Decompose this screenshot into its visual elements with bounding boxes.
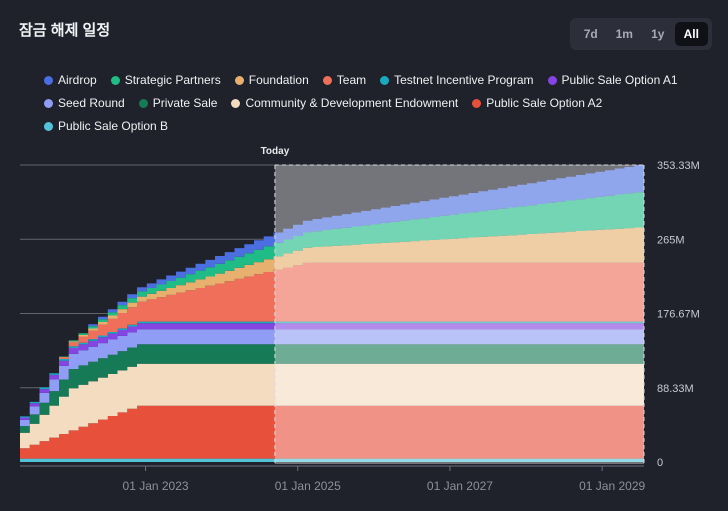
future-overlay: Today — [261, 146, 645, 466]
chart-series-areas — [20, 165, 644, 462]
legend-dot-icon — [44, 121, 53, 131]
range-7d-button[interactable]: 7d — [583, 27, 598, 41]
legend-label: Airdrop — [58, 73, 97, 87]
legend-item-testnet-incentive-program[interactable]: Testnet Incentive Program — [380, 72, 534, 88]
range-all-button[interactable]: All — [674, 22, 708, 46]
legend-dot-icon — [44, 98, 53, 108]
time-range-selector: 7d 1m 1y All — [570, 18, 712, 50]
legend-label: Strategic Partners — [124, 73, 221, 87]
legend-dot-icon — [231, 98, 241, 108]
legend-label: Community & Development Endowment — [245, 96, 459, 110]
future-shade — [274, 165, 644, 464]
x-tick-label: 01 Jan 2027 — [427, 479, 493, 493]
range-1m-button[interactable]: 1m — [615, 27, 633, 41]
y-tick-label: 265M — [657, 234, 685, 246]
legend-dot-icon — [110, 75, 120, 85]
series-area-community-development-endowment — [20, 363, 644, 449]
x-tick-label: 01 Jan 2029 — [579, 479, 645, 493]
series-area-seed-round — [20, 329, 644, 426]
series-area-public-sale-option-b — [20, 458, 644, 462]
legend-item-airdrop[interactable]: Airdrop — [44, 72, 97, 88]
series-area-team — [20, 262, 644, 417]
legend-item-strategic-partners[interactable]: Strategic Partners — [110, 72, 221, 88]
y-tick-label: 353.33M — [657, 160, 700, 172]
chart-legend: Airdrop Strategic Partners Foundation Te… — [44, 72, 704, 134]
legend-dot-icon — [547, 75, 557, 85]
legend-label: Team — [336, 73, 367, 87]
legend-dot-icon — [322, 75, 332, 85]
page-title: 잠금 해제 일정 — [19, 22, 111, 39]
series-area-strategic-partners — [20, 192, 644, 417]
legend-label: Testnet Incentive Program — [394, 73, 534, 87]
x-tick-label: 01 Jan 2023 — [123, 479, 189, 493]
legend-dot-icon — [138, 98, 148, 108]
today-label: Today — [261, 146, 290, 157]
legend-label: Private Sale — [152, 96, 218, 110]
legend-label: Seed Round — [58, 96, 125, 110]
legend-item-public-sale-option-a1[interactable]: Public Sale Option A1 — [547, 72, 678, 88]
y-tick-label: 88.33M — [657, 383, 694, 395]
legend-dot-icon — [44, 75, 53, 85]
series-area-public-sale-option-a2 — [20, 405, 644, 459]
y-tick-label: 0 — [657, 457, 663, 469]
legend-item-private-sale[interactable]: Private Sale — [138, 95, 218, 111]
legend-item-community-development-endowment[interactable]: Community & Development Endowment — [231, 95, 458, 111]
range-1y-button[interactable]: 1y — [651, 27, 665, 41]
series-area-airdrop — [20, 165, 644, 417]
legend-label: Public Sale Option A1 — [561, 73, 678, 87]
unlock-schedule-chart: Today 0 88.33M 176.67M 265M 353.33M 01 Jan 2… — [20, 146, 700, 493]
legend-dot-icon — [380, 75, 390, 85]
legend-label: Public Sale Option A2 — [486, 96, 603, 110]
x-axis-labels: 01 Jan 2023 01 Jan 2025 01 Jan 2027 01 Jan … — [123, 466, 645, 493]
x-tick-label: 01 Jan 2025 — [275, 479, 341, 493]
legend-label: Foundation — [248, 73, 309, 87]
series-area-foundation — [20, 227, 644, 417]
legend-label: Public Sale Option B — [58, 119, 169, 133]
series-area-private-sale — [20, 344, 644, 433]
y-tick-label: 176.67M — [657, 309, 700, 321]
legend-item-public-sale-option-a2[interactable]: Public Sale Option A2 — [472, 95, 602, 111]
legend-item-seed-round[interactable]: Seed Round — [44, 95, 125, 111]
legend-dot-icon — [472, 98, 482, 108]
legend-dot-icon — [234, 75, 244, 85]
y-axis-labels: 0 88.33M 176.67M 265M 353.33M — [657, 160, 700, 469]
legend-item-team[interactable]: Team — [322, 72, 367, 88]
legend-item-public-sale-option-b[interactable]: Public Sale Option B — [44, 118, 168, 134]
legend-item-foundation[interactable]: Foundation — [234, 72, 309, 88]
